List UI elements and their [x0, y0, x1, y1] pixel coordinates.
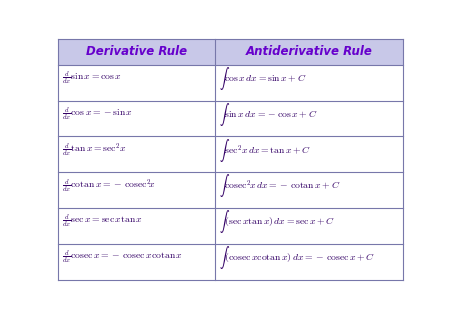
Text: $\int (\mathrm{cosec}\, x\mathrm{cotan}\, x)\,dx = -\,\mathrm{cosec}\, x + C$: $\int (\mathrm{cosec}\, x\mathrm{cotan}\…: [219, 244, 375, 271]
Text: $\frac{d}{dx}\mathrm{cotan}\, x = -\,\mathrm{cosec}^{2}\!x$: $\frac{d}{dx}\mathrm{cotan}\, x = -\,\ma…: [62, 178, 156, 195]
Text: $\int (\sec x\tan x)\,dx = \sec x + C$: $\int (\sec x\tan x)\,dx = \sec x + C$: [219, 208, 335, 235]
Text: $\frac{d}{dx}\tan x = \sec^{2}\!x$: $\frac{d}{dx}\tan x = \sec^{2}\!x$: [62, 142, 127, 159]
Text: $\frac{d}{dx}\mathrm{cosec}\, x = -\,\mathrm{cosec}\, x\mathrm{cotan}\, x$: $\frac{d}{dx}\mathrm{cosec}\, x = -\,\ma…: [62, 249, 183, 266]
Text: $\int \sin x\, dx = -\cos x + C$: $\int \sin x\, dx = -\cos x + C$: [219, 101, 318, 128]
Text: $\int \sec^{2}\!x\, dx = \tan x + C$: $\int \sec^{2}\!x\, dx = \tan x + C$: [219, 137, 311, 164]
Text: $\frac{d}{dx}\sec x = \sec x\tan x$: $\frac{d}{dx}\sec x = \sec x\tan x$: [62, 213, 143, 230]
Text: Antiderivative Rule: Antiderivative Rule: [246, 46, 373, 58]
Bar: [58, 65, 403, 100]
Bar: [215, 39, 403, 65]
Bar: [58, 244, 403, 280]
Bar: [58, 208, 403, 244]
Text: $\frac{d}{dx}\cos x = -\sin x$: $\frac{d}{dx}\cos x = -\sin x$: [62, 106, 133, 123]
Bar: [58, 172, 403, 208]
Text: $\int \mathrm{cosec}^{2}\!x\, dx = -\,\mathrm{cotan}\, x + C$: $\int \mathrm{cosec}^{2}\!x\, dx = -\,\m…: [219, 173, 341, 199]
Text: $\int \cos x\, dx = \sin x + C$: $\int \cos x\, dx = \sin x + C$: [219, 65, 307, 92]
Bar: [58, 100, 403, 137]
Text: Derivative Rule: Derivative Rule: [86, 46, 187, 58]
Bar: [58, 39, 215, 65]
Text: $\frac{d}{dx}\sin x = \cos x$: $\frac{d}{dx}\sin x = \cos x$: [62, 70, 122, 87]
Bar: [58, 137, 403, 172]
